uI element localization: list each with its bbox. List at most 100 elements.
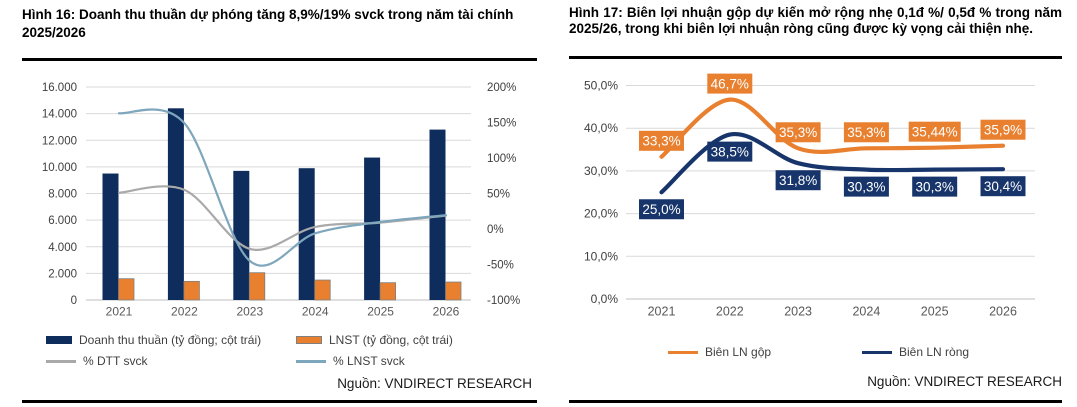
net-margin-line-swatch <box>862 350 892 354</box>
bar-doanh-thu-2021 <box>102 173 119 300</box>
legend-label: % DTT svck <box>83 354 148 368</box>
right-axis-tick: -100% <box>487 295 520 307</box>
bar-doanh-thu-2025 <box>364 157 381 300</box>
gross-margin-line-swatch <box>668 350 698 354</box>
point-label-bien-ln-rong-2025: 30,3% <box>912 176 958 197</box>
year-label: 2024 <box>852 305 880 319</box>
right-axis-tick: 200% <box>487 82 516 94</box>
dtt-line-swatch <box>46 359 76 363</box>
year-label: 2023 <box>784 305 812 319</box>
bar-lnst-2022 <box>183 280 200 301</box>
line-pct-dtt-svck <box>117 185 448 251</box>
legend-label: Biên LN gộp <box>705 345 772 359</box>
legend-item-bien-ln-gop: Biên LN gộp <box>668 345 771 359</box>
point-label-text: 30,3% <box>847 179 885 194</box>
figure-16-source: Nguồn: VNDIRECT RESEARCH <box>337 376 532 391</box>
y-axis-tick: 40,0% <box>584 121 618 135</box>
year-label: 2022 <box>716 305 744 319</box>
year-label: 2025 <box>367 305 394 319</box>
bar-lnst-2026 <box>445 281 462 301</box>
legend-item-pct-lnst-svck: % LNST svck <box>296 354 405 368</box>
right-axis-tick: 0% <box>487 224 504 236</box>
bar-lnst-2023 <box>248 272 266 301</box>
figure-17-top-divider <box>569 56 1062 59</box>
left-axis-tick: 12.000 <box>42 135 77 147</box>
right-axis-tick: 150% <box>487 118 516 130</box>
point-label-text: 38,5% <box>711 144 749 159</box>
year-label: 2023 <box>236 305 263 319</box>
left-axis-tick: 0 <box>71 295 77 307</box>
point-label-bien-ln-rong-2026: 30,4% <box>980 176 1026 197</box>
year-label: 2021 <box>106 305 133 319</box>
point-label-bien-ln-rong-2024: 30,3% <box>843 176 889 197</box>
bar-doanh-thu-2026 <box>429 129 446 300</box>
bar-doanh-thu-2023 <box>233 170 250 300</box>
point-label-text: 33,3% <box>642 134 680 149</box>
point-label-text: 31,8% <box>779 173 817 188</box>
line-bien-ln-gop <box>659 97 1006 159</box>
y-axis-tick: 20,0% <box>584 207 618 221</box>
y-axis-tick: 50,0% <box>584 79 618 93</box>
line-pct-lnst-svck <box>117 108 448 267</box>
lnst-bar-swatch <box>296 336 322 344</box>
left-axis-tick: 2.000 <box>48 268 77 280</box>
point-label-text: 35,3% <box>779 125 817 140</box>
left-axis-tick: 16.000 <box>42 82 77 94</box>
right-axis-tick: 50% <box>487 189 510 201</box>
legend-label: Biên LN ròng <box>899 345 970 359</box>
y-axis-tick: 0,0% <box>591 292 619 306</box>
bars <box>102 108 462 301</box>
year-label: 2022 <box>171 305 198 319</box>
line-bien-ln-rong <box>659 131 1006 195</box>
point-label-bien-ln-rong-2022: 38,5% <box>707 141 753 162</box>
legend-item-bien-ln-rong: Biên LN ròng <box>862 345 969 359</box>
right-axis-tick: 100% <box>487 153 516 165</box>
y-axis-tick: 10,0% <box>584 249 618 263</box>
figure-16-top-divider <box>22 58 537 61</box>
x-axis-labels: 2021 2022 2023 2024 2025 2026 <box>106 305 460 319</box>
point-label-bien-ln-gop-2022: 46,7% <box>707 73 753 94</box>
left-axis-tick: 4.000 <box>48 242 77 254</box>
point-label-bien-ln-gop-2025: 35,44% <box>908 121 961 142</box>
left-axis-tick: 6.000 <box>48 215 77 227</box>
bar-doanh-thu-2022 <box>167 108 184 300</box>
bar-lnst-2025 <box>379 282 397 301</box>
legend-item-lnst: LNST (tỷ đồng, cột trái) <box>296 333 453 347</box>
left-axis-tick: 10.000 <box>42 162 77 174</box>
left-axis-ticks: 0 2.000 4.000 6.000 8.000 10.000 12.000 14.000 1… <box>42 82 77 307</box>
left-axis-tick: 8.000 <box>48 189 77 201</box>
point-label-bien-ln-gop-2023: 35,3% <box>775 122 821 143</box>
gridlines <box>86 86 471 301</box>
point-label-bien-ln-gop-2024: 35,3% <box>843 122 889 143</box>
legend-label: LNST (tỷ đồng, cột trái) <box>329 333 453 347</box>
point-label-bien-ln-rong-2021: 25,0% <box>639 199 684 220</box>
point-label-text: 30,4% <box>984 179 1022 194</box>
year-label: 2026 <box>433 305 460 319</box>
revenue-bar-swatch <box>46 336 72 344</box>
point-label-bien-ln-rong-2023: 31,8% <box>775 170 821 191</box>
year-label: 2021 <box>648 305 676 319</box>
year-label: 2026 <box>989 305 1017 319</box>
y-axis-tick: 30,0% <box>584 164 618 178</box>
year-label: 2025 <box>921 305 949 319</box>
legend-label: Doanh thu thuần (tỷ đồng; cột trái) <box>79 333 262 347</box>
point-label-text: 35,3% <box>847 125 885 140</box>
point-label-text: 35,44% <box>912 124 958 139</box>
legend-item-doanh-thu-thuan: Doanh thu thuần (tỷ đồng; cột trái) <box>46 333 261 347</box>
legend-item-pct-dtt-svck: % DTT svck <box>46 354 147 368</box>
year-label: 2024 <box>302 305 329 319</box>
figure-17-source: Nguồn: VNDIRECT RESEARCH <box>867 374 1062 389</box>
x-axis-labels: 2021 2022 2023 2024 2025 2026 <box>648 305 1017 319</box>
left-axis-tick: 14.000 <box>42 109 77 121</box>
point-label-text: 30,3% <box>916 179 954 194</box>
right-axis-tick: -50% <box>487 260 514 272</box>
bar-doanh-thu-2024 <box>298 168 315 300</box>
point-label-bien-ln-gop-2026: 35,9% <box>980 119 1026 140</box>
figure-16-bottom-divider <box>22 400 537 403</box>
lnst-line-swatch <box>296 359 326 363</box>
figure-16-title: Hình 16: Doanh thu thuần dự phóng tăng 8… <box>22 7 514 40</box>
point-label-text: 25,0% <box>642 202 680 217</box>
gridlines <box>626 85 1035 300</box>
bar-lnst-2021 <box>118 278 135 301</box>
